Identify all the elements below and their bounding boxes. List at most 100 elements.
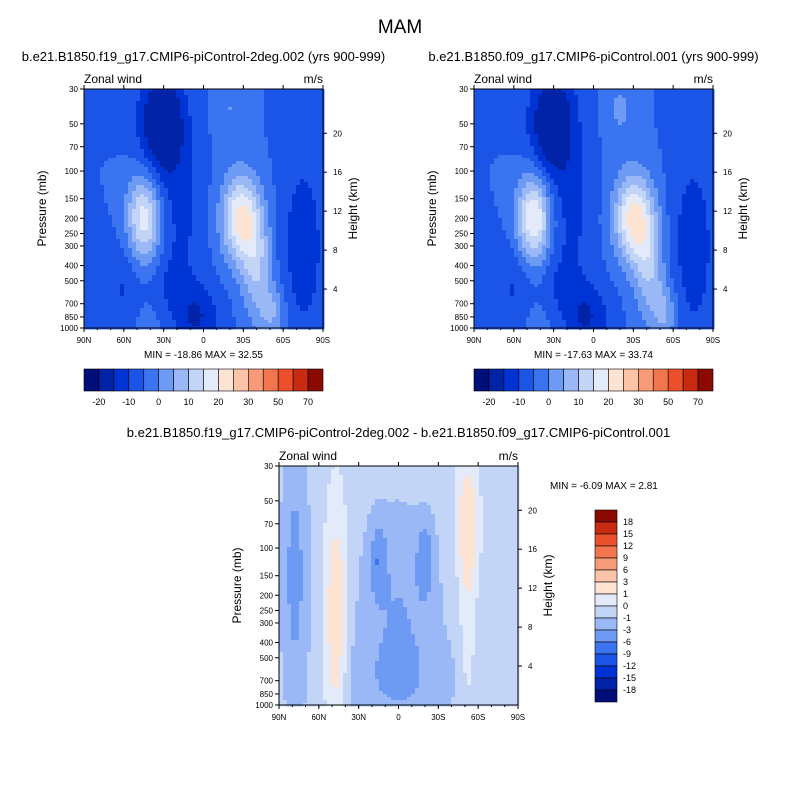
colorbar-box bbox=[263, 369, 278, 391]
y-tick-label: 30 bbox=[69, 85, 78, 94]
min-max-stats: MIN = -17.63 MAX = 33.74 bbox=[534, 350, 653, 361]
height-tick-label: 12 bbox=[723, 207, 732, 216]
colorbar-box bbox=[549, 369, 564, 391]
y-axis-title: Pressure (mb) bbox=[35, 170, 49, 246]
panel-p3: b.e21.B1850.f19_g17.CMIP6-piControl-2deg… bbox=[127, 425, 670, 722]
colorbar-label: 15 bbox=[623, 529, 633, 539]
height-tick-label: 20 bbox=[333, 129, 342, 138]
y-tick-label: 70 bbox=[264, 520, 273, 529]
y-tick-label: 400 bbox=[455, 262, 469, 271]
colorbar-box bbox=[698, 369, 713, 391]
colorbar-label: -10 bbox=[512, 397, 525, 407]
colorbar-box bbox=[519, 369, 534, 391]
y-tick-label: 100 bbox=[65, 167, 79, 176]
y-tick-label: 700 bbox=[65, 300, 79, 309]
y-tick-label: 850 bbox=[65, 313, 79, 322]
figure-canvas: MAM b.e21.B1850.f19_g17.CMIP6-piControl-… bbox=[0, 0, 800, 800]
x-tick-label: 60S bbox=[276, 336, 290, 345]
colorbar-label: 1 bbox=[623, 589, 628, 599]
colorbar-box bbox=[579, 369, 594, 391]
colorbar-label: -18 bbox=[623, 685, 636, 695]
colorbar-box bbox=[668, 369, 683, 391]
x-tick-label: 90S bbox=[706, 336, 720, 345]
colorbar-label: -1 bbox=[623, 613, 631, 623]
colorbar-box bbox=[595, 558, 617, 570]
height-tick-label: 8 bbox=[528, 623, 533, 632]
x-tick-label: 60S bbox=[666, 336, 680, 345]
colorbar-box bbox=[595, 654, 617, 666]
x-tick-label: 60N bbox=[116, 336, 131, 345]
colorbar-label: 0 bbox=[546, 397, 551, 407]
y-tick-label: 500 bbox=[455, 277, 469, 286]
colorbar-box bbox=[84, 369, 99, 391]
colorbar-box bbox=[489, 369, 504, 391]
colorbar-box bbox=[594, 369, 609, 391]
y-tick-label: 200 bbox=[455, 214, 469, 223]
colorbar-label: -20 bbox=[92, 397, 105, 407]
y-tick-label: 50 bbox=[459, 120, 468, 129]
contour-field bbox=[474, 89, 714, 329]
min-max-stats: MIN = -18.86 MAX = 32.55 bbox=[144, 350, 263, 361]
x-tick-label: 60N bbox=[506, 336, 521, 345]
y-tick-label: 400 bbox=[260, 639, 274, 648]
field-label: Zonal wind bbox=[279, 449, 337, 463]
height-tick-label: 20 bbox=[528, 506, 537, 515]
colorbar-box bbox=[638, 369, 653, 391]
units-label: m/s bbox=[694, 72, 713, 86]
colorbar-box bbox=[595, 618, 617, 630]
y-tick-label: 30 bbox=[264, 462, 273, 471]
y-axis-right-title: Height (km) bbox=[346, 177, 360, 239]
colorbar-label: 12 bbox=[623, 541, 633, 551]
field-label: Zonal wind bbox=[474, 72, 532, 86]
colorbar-box bbox=[623, 369, 638, 391]
height-tick-label: 16 bbox=[528, 545, 537, 554]
y-tick-label: 100 bbox=[260, 544, 274, 553]
x-tick-label: 30S bbox=[431, 713, 445, 722]
colorbar-label: 10 bbox=[574, 397, 584, 407]
height-tick-label: 12 bbox=[333, 207, 342, 216]
colorbar-box bbox=[595, 582, 617, 594]
height-tick-label: 4 bbox=[723, 285, 728, 294]
colorbar-box bbox=[595, 606, 617, 618]
min-max-stats: MIN = -6.09 MAX = 2.81 bbox=[550, 481, 658, 492]
colorbar-box bbox=[144, 369, 159, 391]
colorbar-box bbox=[595, 522, 617, 534]
x-tick-label: 90S bbox=[316, 336, 330, 345]
height-tick-label: 20 bbox=[723, 129, 732, 138]
colorbar-box bbox=[595, 510, 617, 522]
colorbar-box bbox=[595, 570, 617, 582]
colorbar-box bbox=[595, 594, 617, 606]
x-tick-label: 0 bbox=[201, 336, 206, 345]
colorbar-label: -9 bbox=[623, 649, 631, 659]
panel-title: b.e21.B1850.f19_g17.CMIP6-piControl-2deg… bbox=[127, 425, 670, 440]
colorbar-label: 0 bbox=[156, 397, 161, 407]
colorbar-label: -10 bbox=[122, 397, 135, 407]
units-label: m/s bbox=[304, 72, 323, 86]
colorbar-box bbox=[504, 369, 519, 391]
height-tick-label: 16 bbox=[333, 168, 342, 177]
colorbar-label: -20 bbox=[482, 397, 495, 407]
colorbar: -20 -10 0 10 20 30 50 70 bbox=[474, 369, 713, 407]
x-tick-label: 90N bbox=[77, 336, 92, 345]
y-tick-label: 250 bbox=[260, 607, 274, 616]
x-tick-label: 60S bbox=[471, 713, 485, 722]
colorbar-box bbox=[595, 666, 617, 678]
x-tick-label: 0 bbox=[591, 336, 596, 345]
colorbar-box bbox=[534, 369, 549, 391]
x-tick-label: 30S bbox=[626, 336, 640, 345]
colorbar-label: 0 bbox=[623, 601, 628, 611]
colorbar-box bbox=[129, 369, 144, 391]
panel-p2: b.e21.B1850.f09_g17.CMIP6-piControl.001 … bbox=[425, 49, 759, 407]
colorbar-box bbox=[174, 369, 189, 391]
y-tick-label: 250 bbox=[455, 230, 469, 239]
panel-p1: b.e21.B1850.f19_g17.CMIP6-piControl-2deg… bbox=[22, 49, 386, 407]
y-tick-label: 300 bbox=[260, 619, 274, 628]
height-tick-label: 12 bbox=[528, 584, 537, 593]
y-axis-right-title: Height (km) bbox=[736, 177, 750, 239]
contour-field bbox=[84, 89, 324, 329]
y-tick-label: 700 bbox=[260, 677, 274, 686]
y-tick-label: 70 bbox=[69, 143, 78, 152]
colorbar-label: -15 bbox=[623, 673, 636, 683]
y-tick-label: 100 bbox=[455, 167, 469, 176]
height-tick-label: 8 bbox=[333, 246, 338, 255]
